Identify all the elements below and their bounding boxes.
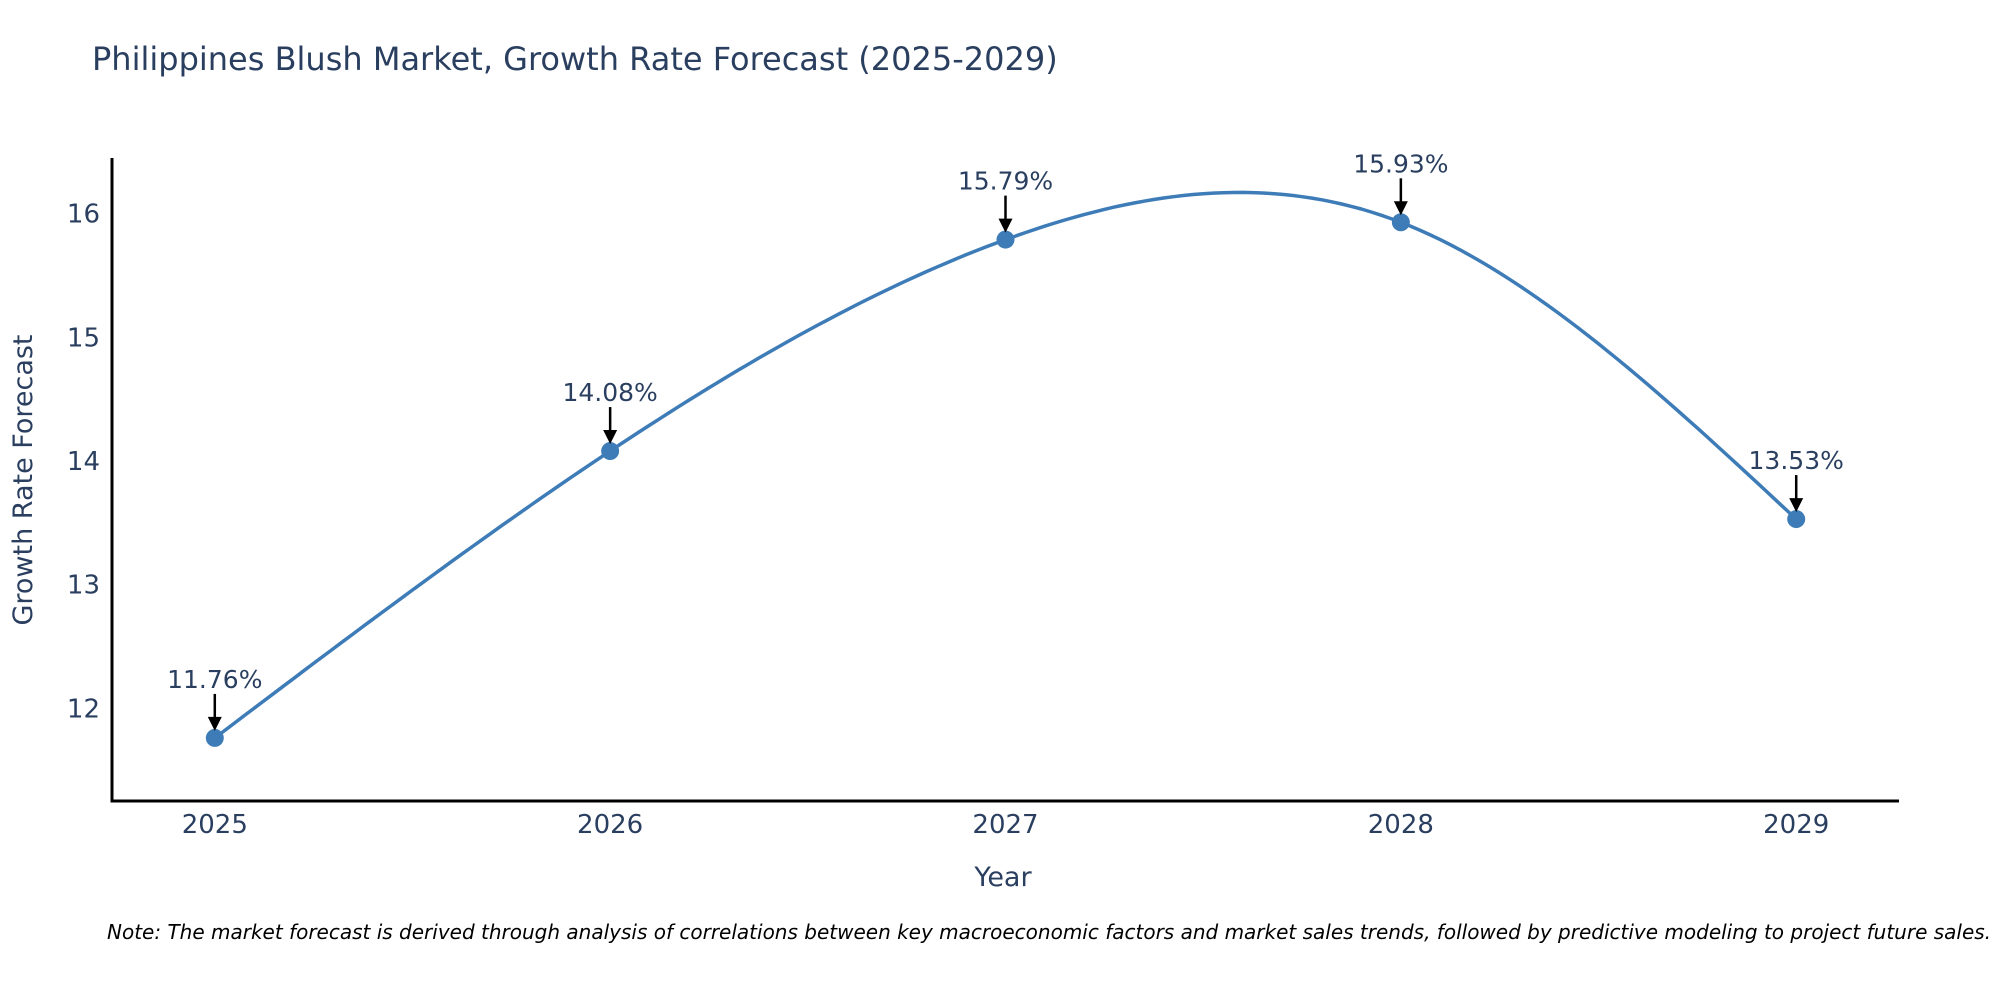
x-tick-label: 2028 bbox=[1368, 810, 1434, 840]
x-axis-title: Year bbox=[973, 862, 1032, 893]
data-point bbox=[996, 230, 1015, 249]
data-point-label: 15.93% bbox=[1353, 149, 1448, 178]
y-tick-label: 13 bbox=[67, 571, 100, 601]
x-tick-label: 2025 bbox=[182, 810, 248, 840]
data-point bbox=[601, 442, 620, 461]
data-point bbox=[1391, 213, 1410, 232]
x-tick-label: 2029 bbox=[1763, 810, 1829, 840]
annotation-arrowhead bbox=[998, 218, 1013, 233]
x-tick-label: 2027 bbox=[972, 810, 1038, 840]
annotation-arrowhead bbox=[207, 716, 222, 731]
chart-title: Philippines Blush Market, Growth Rate Fo… bbox=[92, 40, 1058, 78]
y-axis-title: Growth Rate Forecast bbox=[8, 334, 39, 625]
series-line bbox=[213, 190, 1798, 740]
footnote: Note: The market forecast is derived thr… bbox=[107, 920, 1992, 944]
annotation-arrowhead bbox=[603, 430, 618, 445]
annotation-arrowhead bbox=[1393, 201, 1408, 216]
y-tick-label: 14 bbox=[67, 447, 100, 477]
data-point bbox=[205, 728, 224, 747]
annotation-arrowhead bbox=[1789, 498, 1804, 513]
y-tick-label: 12 bbox=[67, 694, 100, 724]
x-tick-label: 2026 bbox=[577, 810, 643, 840]
y-tick-label: 16 bbox=[67, 200, 100, 230]
y-tick-label: 15 bbox=[67, 323, 100, 353]
data-point bbox=[1787, 510, 1806, 529]
data-point-label: 14.08% bbox=[562, 378, 657, 407]
data-point-label: 13.53% bbox=[1749, 446, 1844, 475]
data-point-label: 15.79% bbox=[958, 167, 1053, 196]
data-point-label: 11.76% bbox=[167, 665, 262, 694]
